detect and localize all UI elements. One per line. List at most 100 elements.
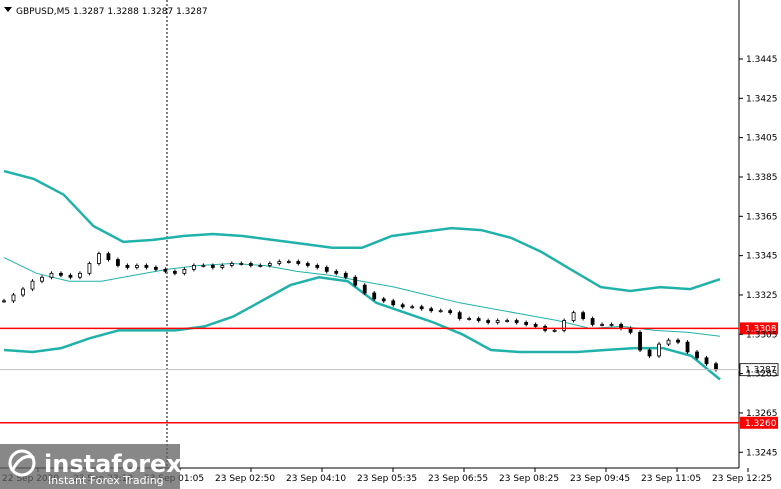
candle-body	[486, 320, 491, 323]
candle-body	[40, 276, 44, 282]
candle-body	[11, 294, 16, 302]
candle-body	[315, 265, 320, 268]
price-series	[2, 251, 718, 372]
candle-body	[239, 263, 244, 265]
candle-body	[30, 280, 35, 290]
price-level-tag	[740, 322, 778, 335]
candle-body	[438, 310, 443, 313]
candle-body	[695, 351, 699, 359]
candle-body	[135, 265, 139, 268]
candle-body	[533, 324, 538, 327]
price-tick-label: 1.3365	[746, 212, 778, 222]
candle-body	[609, 324, 614, 326]
candle-body	[410, 306, 415, 309]
candle-body	[562, 320, 567, 331]
candle-body	[381, 298, 386, 302]
symbol-quote-label: GBPUSD,M5 1.3287 1.3288 1.3287 1.3287	[16, 7, 208, 17]
support-resistance-levels: 1.3308 1.3260 1.3287	[0, 322, 779, 429]
time-tick-label: 23 Sep 12:25	[712, 474, 772, 484]
candle-body	[286, 261, 291, 263]
watermark-panel	[0, 444, 180, 489]
candle-body	[467, 318, 472, 320]
dropdown-triangle-icon[interactable]	[4, 7, 12, 12]
price-tick-label: 1.3405	[746, 134, 778, 144]
candle-body	[514, 320, 519, 323]
time-tick-label: 23 Sep 02:50	[215, 474, 275, 484]
candle-body	[334, 270, 339, 274]
candle-body	[666, 339, 671, 345]
candle-body	[362, 284, 367, 294]
time-tick-label: 23 Sep 09:45	[570, 474, 630, 484]
candle-body	[495, 320, 500, 323]
candle-body	[638, 331, 642, 351]
candle-body	[476, 318, 481, 321]
candle-body	[116, 259, 120, 266]
candle-body	[191, 265, 196, 270]
price-level-label: 1.3260	[745, 419, 777, 429]
candle-body	[296, 261, 301, 264]
candle-body	[524, 322, 529, 325]
candle-body	[21, 288, 25, 296]
candle-body	[267, 263, 272, 266]
candle-body	[97, 253, 101, 264]
price-level-label: 1.3308	[745, 324, 777, 334]
candle-body	[581, 312, 585, 319]
candle-body	[68, 274, 73, 278]
candle-body	[144, 265, 149, 268]
candle-body	[704, 357, 709, 365]
candle-body	[391, 300, 396, 306]
candle-body	[2, 300, 6, 303]
price-tick-label: 1.3345	[746, 252, 778, 262]
candle-body	[87, 263, 92, 274]
candle-body	[400, 304, 405, 308]
watermark-tagline: Instant Forex Trading	[48, 474, 164, 487]
price-axis-ticks: 1.3445 1.3425 1.3405 1.3385 1.3365 1.3345 1.33…	[739, 55, 778, 458]
time-tick-label: 23 Sep 11:05	[641, 474, 701, 484]
current-price-label: 1.3287	[745, 366, 777, 376]
candle-body	[182, 268, 187, 274]
candle-body	[229, 263, 234, 266]
candle-body	[153, 267, 158, 270]
candle-body	[571, 312, 576, 321]
price-tick-label: 1.3285	[746, 370, 778, 380]
candle-body	[220, 265, 225, 268]
price-tick-label: 1.3445	[746, 55, 778, 65]
candle-body	[172, 270, 177, 274]
candle-body	[125, 265, 130, 268]
candle-body	[457, 312, 462, 319]
candle-body	[258, 265, 263, 267]
candle-body	[277, 261, 282, 264]
lower-band-line	[3, 276, 721, 381]
candle-body	[353, 276, 358, 286]
time-tick-label: 23 Sep 08:25	[499, 474, 559, 484]
time-tick-label: 23 Sep 04:10	[286, 474, 346, 484]
candle-body	[429, 308, 434, 312]
instaforex-watermark: instaforex Instant Forex Trading	[0, 444, 182, 489]
logo-swoosh-icon	[10, 455, 35, 472]
candle-body	[201, 265, 206, 267]
candle-body	[685, 341, 690, 353]
price-level-tag	[740, 416, 778, 429]
price-tick-label: 1.3385	[746, 173, 778, 183]
symbol-header: GBPUSD,M5 1.3287 1.3288 1.3287 1.3287	[4, 7, 208, 17]
time-tick-label: 23 Sep 05:35	[357, 474, 417, 484]
candle-body	[106, 253, 111, 260]
candle-body	[600, 324, 604, 326]
candle-body	[448, 310, 453, 314]
price-tick-label: 1.3265	[746, 409, 778, 419]
candle-body	[657, 343, 661, 357]
price-tick-label: 1.3245	[746, 448, 778, 458]
upper-band-line	[3, 169, 721, 293]
price-tick-label: 1.3425	[746, 94, 778, 104]
candle-body	[676, 339, 680, 343]
candle-body	[714, 363, 718, 371]
candle-body	[372, 292, 377, 300]
candle-body	[163, 268, 168, 272]
candle-body	[505, 320, 510, 322]
candle-body	[210, 265, 215, 268]
candle-body	[647, 349, 652, 357]
candle-body	[248, 263, 253, 266]
time-tick-label: 23 Sep 06:55	[428, 474, 488, 484]
